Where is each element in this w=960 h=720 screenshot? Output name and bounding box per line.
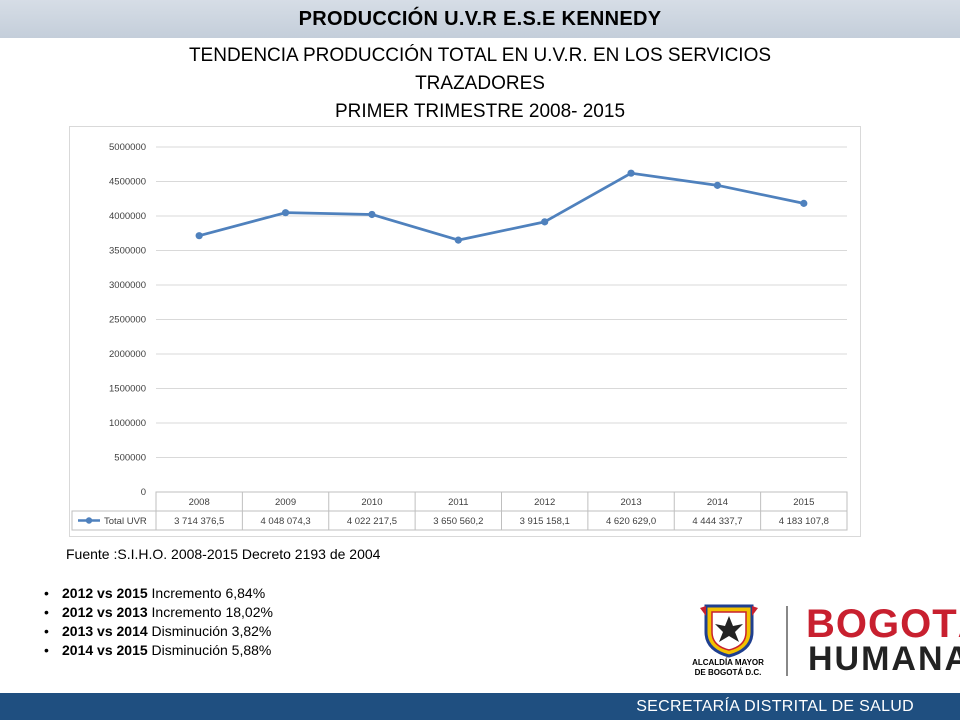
data-point — [800, 199, 808, 207]
line-chart: 0 500000 1000000 1500000 2000000 2500000 30000… — [71, 142, 848, 531]
list-item: 2013 vs 2014 Disminución 3,82% — [44, 622, 273, 641]
table-value-cell: 3 650 560,2 — [433, 516, 483, 527]
comparison-list: 2012 vs 2015 Incremento 6,84% 2012 vs 20… — [44, 584, 273, 660]
data-point — [281, 209, 290, 217]
data-point — [627, 169, 635, 177]
table-value-cell: 4 620 629,0 — [606, 516, 656, 527]
table-value-cell: 4 444 337,7 — [692, 516, 742, 527]
y-tick-label: 5000000 — [109, 142, 146, 153]
header-band — [0, 0, 960, 38]
chart-frame: 0 500000 1000000 1500000 2000000 2500000 30000… — [69, 126, 861, 537]
page-title: PRODUCCIÓN U.V.R E.S.E KENNEDY — [298, 8, 662, 30]
x-category-label: 2012 — [534, 497, 555, 508]
y-tick-label: 4000000 — [109, 211, 146, 222]
chart-subtitle-line3: PRIMER TRIMESTRE 2008- 2015 — [334, 101, 626, 122]
chart-subtitle-line1: TENDENCIA PRODUCCIÓN TOTAL EN U.V.R. EN … — [188, 45, 772, 66]
x-category-label: 2011 — [448, 497, 468, 508]
y-tick-label: 4500000 — [109, 177, 146, 188]
list-item: 2014 vs 2015 Disminución 5,88% — [44, 641, 273, 660]
y-tick-label: 3500000 — [109, 246, 146, 257]
table-data-row — [71, 510, 848, 531]
data-point — [454, 236, 462, 244]
bogota-logo-line2: HUMANA — [808, 640, 960, 678]
x-category-label: 2014 — [707, 497, 728, 508]
x-category-label: 2008 — [189, 497, 210, 508]
table-value-cell: 3 714 376,5 — [174, 516, 224, 527]
y-tick-label: 1000000 — [109, 418, 146, 429]
y-tick-label: 3000000 — [109, 280, 146, 291]
alcaldia-logo-text: ALCALDÍA MAYOR DE BOGOTÁ D.C. — [692, 658, 764, 677]
data-point — [713, 181, 722, 189]
list-item: 2012 vs 2013 Incremento 18,02% — [44, 603, 273, 622]
x-category-label: 2009 — [275, 497, 296, 508]
y-tick-label: 2000000 — [109, 349, 146, 360]
y-tick-label: 2500000 — [109, 315, 146, 326]
chart-subtitle-line2: TRAZADORES — [415, 73, 545, 94]
list-item: 2012 vs 2015 Incremento 6,84% — [44, 584, 273, 603]
legend-marker — [85, 517, 93, 524]
source-note: Fuente :S.I.H.O. 2008-2015 Decreto 2193 … — [66, 546, 381, 562]
data-point — [368, 210, 376, 219]
table-value-cell: 3 915 158,1 — [520, 516, 570, 527]
legend-series-name: Total UVR — [104, 516, 147, 527]
table-value-cell: 4 048 074,3 — [260, 516, 310, 527]
footer-band: SECRETARÍA DISTRITAL DE SALUD — [0, 693, 960, 720]
table-value-cell: 4 022 217,5 — [347, 516, 397, 527]
y-tick-label: 0 — [141, 487, 146, 498]
bogota-logo-line1: BOGOTÁ — [806, 602, 960, 646]
data-point — [541, 218, 549, 226]
x-category-label: 2013 — [620, 497, 641, 508]
y-tick-label: 1500000 — [109, 384, 146, 395]
footer-text: SECRETARÍA DISTRITAL DE SALUD — [636, 698, 914, 715]
y-tick-label: 500000 — [114, 453, 146, 464]
logo-divider — [786, 606, 788, 676]
data-point — [195, 232, 203, 240]
table-value-cell: 4 183 107,8 — [779, 516, 829, 527]
x-category-label: 2010 — [361, 497, 382, 508]
x-category-label: 2015 — [793, 497, 814, 508]
alcaldia-coat-of-arms-logo — [700, 604, 758, 658]
series-line — [198, 171, 805, 242]
